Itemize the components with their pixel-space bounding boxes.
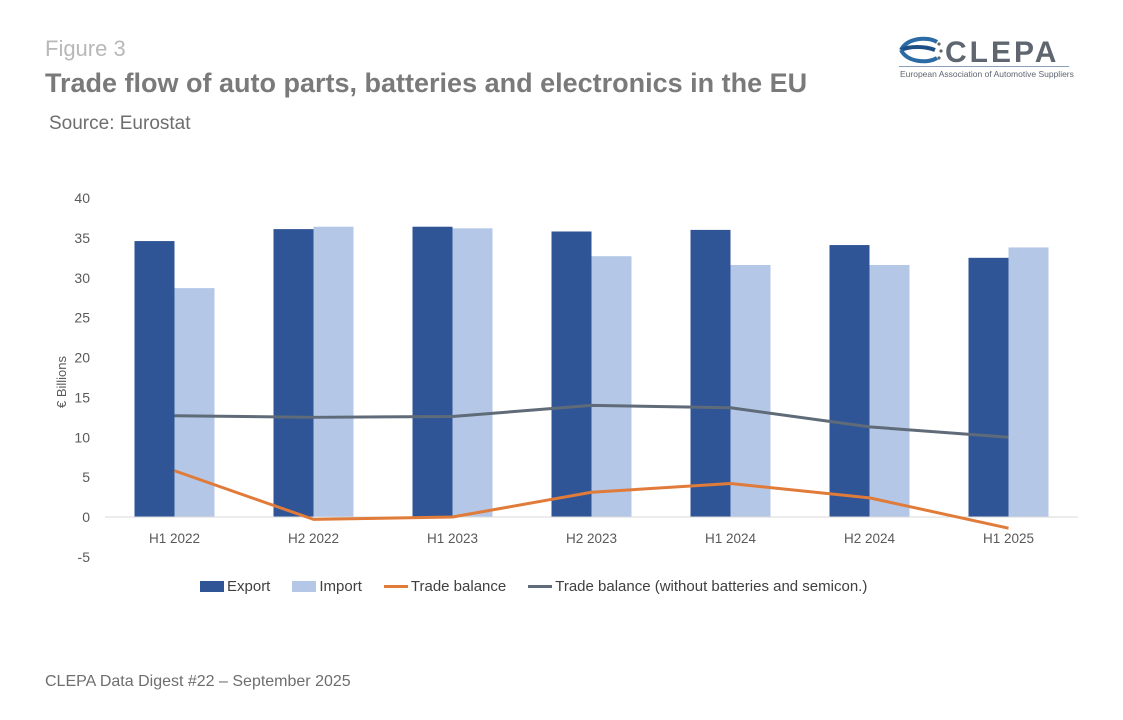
bar-export-h1-2024 <box>690 229 731 517</box>
bar-import-h1-2024 <box>730 264 771 517</box>
y-tick-label: 30 <box>74 270 90 286</box>
bar-export-h2-2023 <box>551 231 592 517</box>
x-tick-label: H1 2025 <box>983 531 1034 546</box>
source-note: Source: Eurostat <box>49 113 191 134</box>
chart-legend: Export Import Trade balance Trade balanc… <box>200 578 889 595</box>
clepa-logo: CLEPA European Association of Automotive… <box>897 34 1074 84</box>
y-tick-label: 0 <box>82 509 90 525</box>
x-tick-label: H2 2023 <box>566 531 617 546</box>
x-tick-label: H1 2022 <box>149 531 200 546</box>
legend-label-trade-balance-ex: Trade balance (without batteries and sem… <box>555 578 868 595</box>
legend-swatch-trade-balance <box>383 585 408 588</box>
clepa-swoosh-icon <box>899 36 943 64</box>
legend-label-export: Export <box>227 578 271 595</box>
y-tick-label: -5 <box>78 549 91 565</box>
bar-export-h1-2022 <box>134 241 175 517</box>
legend-import: Import <box>292 578 362 595</box>
logo-divider <box>899 66 1069 67</box>
legend-trade-balance-ex: Trade balance (without batteries and sem… <box>528 578 867 595</box>
chart-title: Trade flow of auto parts, batteries and … <box>45 68 808 98</box>
x-tick-label: H1 2023 <box>427 531 478 546</box>
bar-export-h1-2023 <box>412 226 453 517</box>
legend-swatch-export <box>200 581 224 592</box>
y-tick-label: 40 <box>74 190 90 206</box>
y-tick-label: 5 <box>82 469 90 485</box>
bar-import-h2-2023 <box>591 256 632 517</box>
y-tick-label: 10 <box>74 429 90 445</box>
logo-subtitle: European Association of Automotive Suppl… <box>900 69 1074 79</box>
legend-label-import: Import <box>319 578 362 595</box>
bar-export-h1-2025 <box>968 257 1009 517</box>
bar-import-h2-2024 <box>869 264 910 517</box>
logo-wordmark: CLEPA <box>945 36 1060 69</box>
bar-export-h2-2022 <box>273 229 314 518</box>
y-axis-label: € Billions <box>54 355 69 408</box>
y-tick-label: 25 <box>74 310 90 326</box>
legend-label-trade-balance: Trade balance <box>410 578 507 595</box>
x-tick-label: H2 2022 <box>288 531 339 546</box>
figure-label: Figure 3 <box>45 36 126 61</box>
legend-swatch-import <box>292 581 317 592</box>
bar-import-h2-2022 <box>313 226 354 517</box>
bar-export-h2-2024 <box>829 245 870 518</box>
y-tick-label: 15 <box>74 389 90 405</box>
footer-note: CLEPA Data Digest #22 – September 2025 <box>45 673 351 690</box>
x-tick-label: H2 2024 <box>844 531 896 546</box>
trade-flow-chart: € Billions 40 35 30 25 20 15 10 5 0 -5 H1 2022 H2 … <box>54 190 1078 565</box>
y-tick-label: 35 <box>74 230 90 246</box>
y-tick-label: 20 <box>74 350 90 366</box>
legend-export: Export <box>200 578 270 595</box>
x-tick-label: H1 2024 <box>705 531 757 546</box>
bar-import-h1-2023 <box>452 228 493 517</box>
legend-trade-balance: Trade balance <box>383 578 507 595</box>
bar-import-h1-2025 <box>1008 247 1049 517</box>
legend-swatch-trade-balance-ex <box>528 585 553 588</box>
